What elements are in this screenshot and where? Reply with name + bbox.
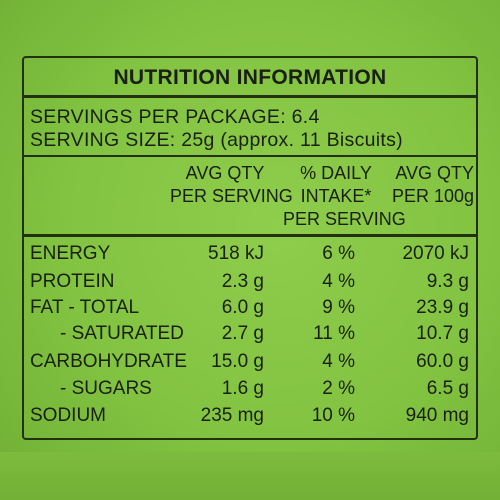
- per-100g-value: 940 mg: [405, 405, 469, 426]
- nutrition-title: NUTRITION INFORMATION: [113, 66, 387, 89]
- per-serving-value: 518 kJ: [208, 243, 264, 264]
- per-serving-value: 1.6 g: [221, 378, 264, 399]
- column-header-daily-intake: % DAILY INTAKE* PER SERVING: [283, 162, 406, 231]
- per-100g-value: 60.0 g: [416, 351, 469, 372]
- nutrient-label: SODIUM: [30, 405, 106, 426]
- daily-intake-value: 2 %: [322, 378, 355, 399]
- per-serving-value: 2.7 g: [221, 323, 264, 344]
- package-lower-area: [0, 452, 500, 500]
- nutrient-label: CARBOHYDRATE: [30, 351, 187, 372]
- column-header-line: AVG QTY: [395, 163, 474, 183]
- per-100g-value: 23.9 g: [416, 297, 469, 318]
- column-header-line: % DAILY: [300, 163, 372, 183]
- header-divider: [24, 234, 476, 237]
- per-serving-value: 6.0 g: [221, 297, 264, 318]
- servings-per-package: SERVINGS PER PACKAGE: 6.4: [30, 106, 320, 128]
- per-100g-value: 2070 kJ: [402, 243, 469, 264]
- daily-intake-value: 4 %: [322, 271, 355, 292]
- per-100g-value: 6.5 g: [426, 378, 469, 399]
- column-header-line: INTAKE*: [300, 186, 372, 206]
- nutrient-label: - SUGARS: [60, 378, 152, 399]
- nutrient-label: FAT - TOTAL: [30, 297, 140, 318]
- column-header-per-serving: AVG QTY PER SERVING: [170, 162, 293, 208]
- per-serving-value: 235 mg: [200, 405, 264, 426]
- daily-intake-value: 11 %: [313, 323, 355, 344]
- title-band: [22, 56, 477, 98]
- nutrient-label: ENERGY: [30, 243, 111, 264]
- servings-divider: [24, 155, 476, 157]
- daily-intake-value: 6 %: [322, 243, 355, 264]
- per-serving-value: 2.3 g: [221, 271, 264, 292]
- column-header-line: PER SERVING: [170, 186, 293, 206]
- nutrient-label: - SATURATED: [60, 323, 184, 344]
- nutrition-panel: [22, 56, 478, 440]
- serving-size: SERVING SIZE: 25g (approx. 11 Biscuits): [30, 129, 403, 151]
- column-header-per-100g: AVG QTY PER 100g: [392, 162, 474, 208]
- per-serving-value: 15.0 g: [211, 351, 264, 372]
- daily-intake-value: 9 %: [322, 297, 355, 318]
- column-header-line: AVG QTY: [185, 163, 265, 183]
- daily-intake-value: 4 %: [322, 351, 355, 372]
- nutrient-label: PROTEIN: [30, 271, 115, 292]
- per-100g-value: 10.7 g: [416, 323, 469, 344]
- per-100g-value: 9.3 g: [426, 271, 469, 292]
- daily-intake-value: 10 %: [311, 405, 355, 426]
- column-header-line: PER SERVING: [283, 209, 406, 229]
- column-header-line: PER 100g: [392, 186, 475, 206]
